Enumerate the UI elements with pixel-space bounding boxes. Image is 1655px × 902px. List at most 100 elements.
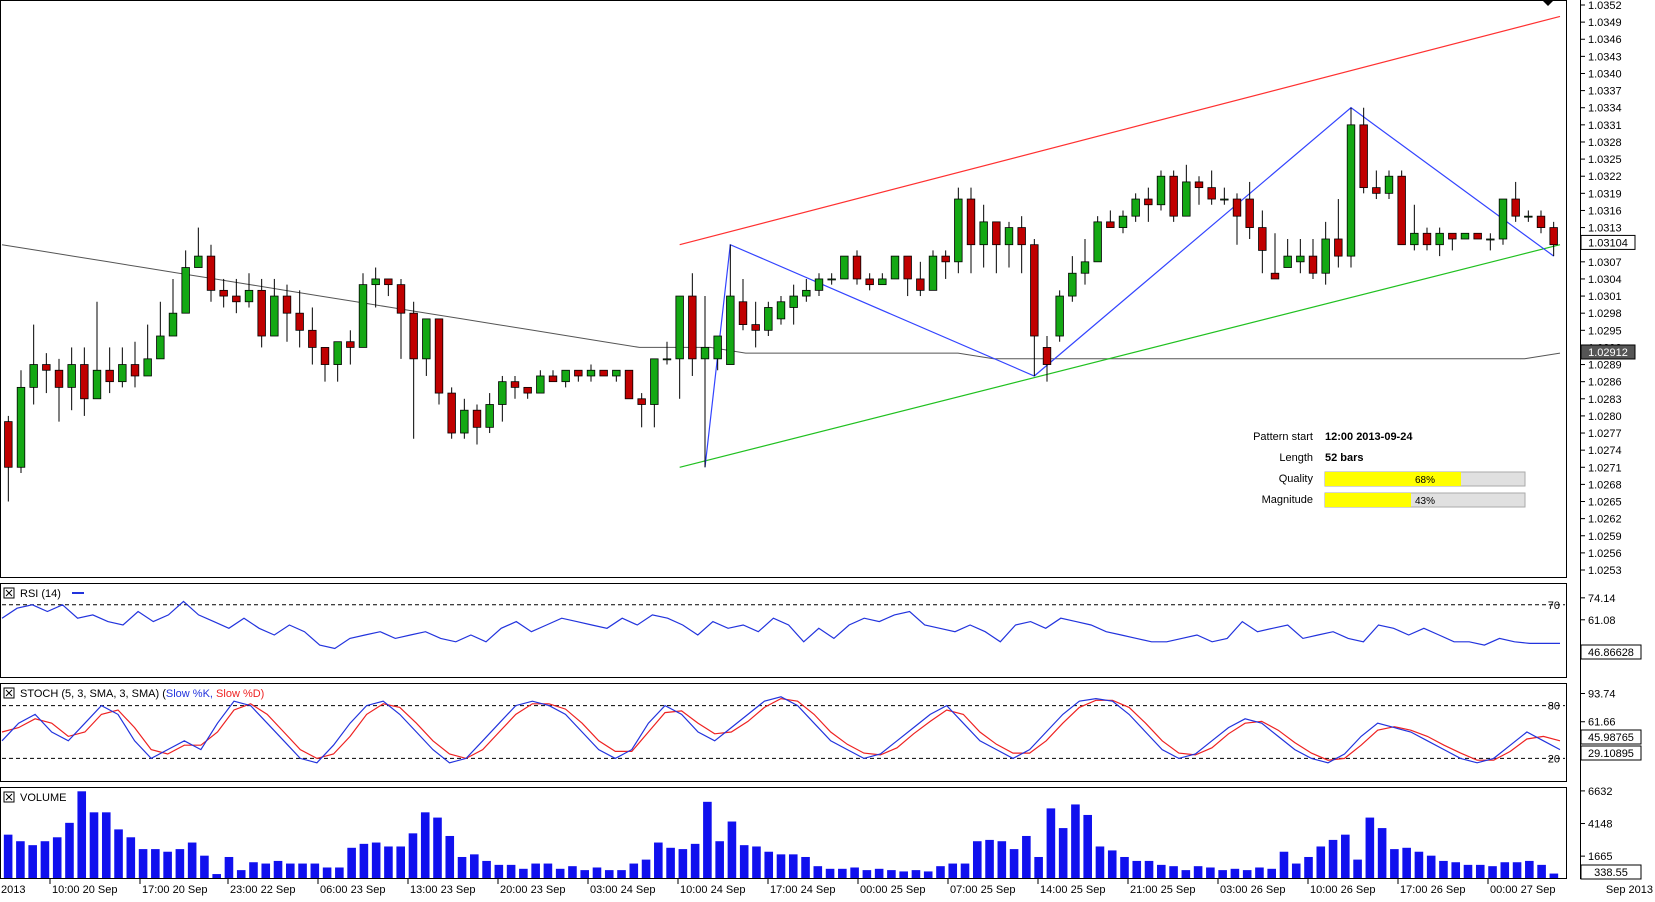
volume-bar	[543, 863, 553, 878]
candle-body	[42, 364, 51, 371]
candle-body	[1169, 175, 1178, 217]
channel-lower-line	[679, 244, 1561, 468]
candle-body	[536, 375, 545, 394]
stoch-d-last-value: 45.98765	[1588, 732, 1634, 744]
volume-bar	[580, 870, 590, 878]
volume-bar	[690, 843, 700, 878]
indicator-tick-label: 61.08	[1588, 615, 1616, 627]
candle-body	[447, 392, 456, 434]
volume-bar	[285, 863, 295, 878]
time-tick-label: 20:00 23 Sep	[500, 884, 565, 896]
candle-body	[1093, 221, 1102, 263]
volume-bar	[298, 863, 307, 878]
candle-body	[1308, 255, 1318, 274]
candle-body	[827, 278, 836, 281]
volume-bar	[396, 846, 405, 878]
indicator-tick-label: 93.74	[1588, 689, 1616, 701]
candle-body	[105, 369, 114, 383]
candle-body	[295, 312, 304, 331]
time-tick-label: 13:00 23 Sep	[410, 884, 475, 896]
volume-bar	[948, 863, 958, 878]
volume-bar	[1255, 867, 1264, 878]
volume-last-box: 338.55	[1580, 864, 1642, 880]
candle-body	[992, 221, 1001, 246]
volume-bar	[3, 834, 13, 878]
price-tick-label: 1.0265	[1588, 497, 1622, 509]
candle-body	[612, 369, 621, 377]
volume-bar	[727, 821, 737, 878]
candle-body	[270, 295, 279, 337]
rsi-title: RSI (14)	[3, 587, 84, 600]
volume-bar	[764, 851, 774, 878]
pattern-magnitude-value: 43%	[1415, 496, 1435, 507]
candle-body	[4, 421, 13, 468]
price-layer: 1.0352 1.0349 1.0346 1.0343 1.0340 1.0337 1.03…	[1, 0, 1622, 577]
volume-bar	[261, 863, 271, 878]
candle-body	[1030, 244, 1039, 337]
volume-tick-label: 6632	[1588, 786, 1612, 798]
volume-bar	[89, 812, 99, 878]
volume-bar	[617, 870, 626, 878]
time-tick-label: 17:00 20 Sep	[142, 884, 207, 896]
volume-bar	[887, 870, 896, 878]
candle-body	[814, 278, 824, 291]
candle-body	[358, 284, 368, 348]
rsi-last-value: 46.86628	[1588, 647, 1634, 659]
volume-bar	[1267, 868, 1277, 878]
last-price-value: 1.03104	[1588, 237, 1628, 249]
indicator-level-label: 70	[1548, 600, 1560, 612]
volume-bar	[1512, 862, 1522, 878]
candle-body	[916, 278, 925, 291]
candle-body	[1460, 232, 1470, 240]
volume-bar	[1500, 862, 1510, 878]
time-tick-label: 00:00 27 Sep	[1490, 884, 1555, 896]
volume-bar	[1083, 814, 1092, 878]
candle-body	[1232, 198, 1242, 217]
candle-body	[1410, 232, 1419, 246]
volume-bar	[114, 829, 123, 878]
time-tick-label: 07:00 25 Sep	[950, 884, 1015, 896]
volume-bar	[666, 847, 675, 878]
svg-text:STOCH (5, 3, SMA, 3, SMA) (Slo: STOCH (5, 3, SMA, 3, SMA) (Slow %K, Slow…	[20, 688, 264, 700]
candle-body	[67, 364, 76, 388]
time-tick-label: 06:00 23 Sep	[320, 884, 385, 896]
volume-bar	[40, 841, 50, 878]
candle-body	[726, 295, 735, 365]
sma-price-box: 1.02912	[1580, 344, 1636, 360]
candle-body	[523, 386, 532, 394]
time-tick-label: 21:00 25 Sep	[1130, 884, 1195, 896]
candle-body	[776, 301, 786, 320]
candle-body	[1004, 227, 1014, 246]
price-tick-label: 1.0319	[1588, 188, 1622, 200]
candle-body	[143, 358, 152, 377]
volume-bar	[1463, 864, 1473, 878]
price-tick-label: 1.0331	[1588, 120, 1622, 132]
volume-bar	[776, 854, 786, 878]
candle-body	[599, 369, 608, 377]
volume-bar	[506, 864, 516, 878]
volume-bar	[1144, 860, 1154, 878]
volume-bar	[813, 866, 823, 878]
volume-bar	[592, 867, 602, 878]
rsi-line	[1, 600, 1560, 650]
time-tick-label: 10:00 20 Sep	[52, 884, 117, 896]
candle-body	[206, 255, 216, 291]
volume-bar	[151, 849, 160, 878]
quality-bar-fill	[1325, 472, 1461, 486]
price-tick-label: 1.0277	[1588, 428, 1622, 440]
candle-body	[1524, 215, 1533, 218]
candle-body	[1359, 124, 1368, 189]
volume-bar	[1549, 873, 1559, 878]
volume-bar	[126, 837, 136, 878]
volume-bar	[249, 862, 258, 878]
candle-body	[903, 255, 912, 280]
volume-bar	[1488, 866, 1497, 878]
volume-bar	[1475, 864, 1485, 878]
candle-body	[1296, 255, 1305, 263]
volume-bar	[862, 870, 872, 878]
scroll-marker-icon[interactable]	[1542, 0, 1554, 6]
volume-title: VOLUME	[3, 791, 66, 804]
channel-upper-line	[679, 15, 1561, 246]
volume-bar	[1132, 860, 1142, 878]
